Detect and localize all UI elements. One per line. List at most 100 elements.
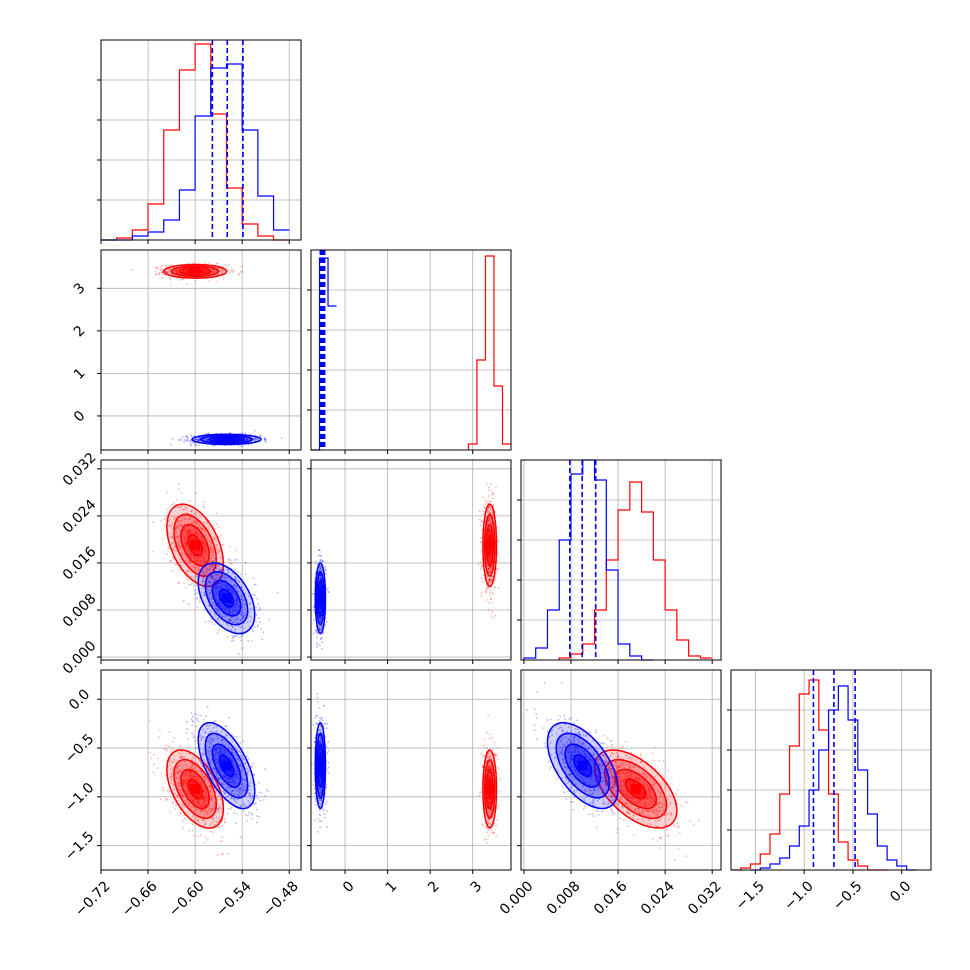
scatter-point [228, 608, 231, 610]
scatter-point [220, 569, 223, 572]
scatter-point [170, 536, 173, 539]
scatter-point [237, 599, 239, 602]
scatter-point [235, 602, 238, 605]
scatter-point [193, 527, 196, 529]
scatter-point [210, 575, 213, 578]
scatter-point [170, 782, 173, 784]
scatter-point [187, 522, 190, 525]
scatter-point [234, 578, 237, 581]
scatter-point [181, 768, 184, 771]
scatter-point [234, 628, 237, 631]
scatter-point [204, 808, 207, 810]
scatter-point [210, 564, 213, 566]
scatter-point [318, 616, 321, 619]
scatter-point [171, 522, 173, 525]
scatter-point [181, 492, 183, 495]
gridlines [311, 250, 511, 450]
scatter-point [216, 826, 219, 829]
scatter-point [201, 539, 203, 542]
scatter-point [487, 570, 490, 573]
scatter-point [175, 563, 178, 565]
scatter-point [486, 599, 488, 601]
scatter-point [199, 559, 202, 562]
density-peak-red [484, 540, 495, 551]
scatter-point [235, 606, 238, 609]
scatter-point [202, 798, 204, 801]
scatter-point [215, 438, 218, 441]
scatter-point [180, 750, 183, 753]
scatter-point [210, 763, 212, 766]
scatter-point [193, 558, 196, 560]
scatter-point [253, 438, 256, 440]
scatter-point [197, 439, 200, 442]
scatter-point [319, 574, 321, 577]
scatter-point [204, 270, 207, 272]
scatter-point [200, 564, 203, 567]
scatter-point [319, 616, 321, 619]
scatter-point [179, 756, 182, 759]
scatter-point [199, 436, 202, 439]
scatter-point [318, 627, 321, 630]
scatter-point [221, 544, 224, 547]
scatter-point [171, 273, 174, 276]
scatter-point [207, 437, 209, 440]
scatter-point [158, 736, 161, 739]
scatter-point [318, 607, 321, 610]
scatter-point [325, 621, 328, 623]
scatter-point [216, 523, 218, 525]
scatter-point [213, 564, 215, 567]
scatter-point [196, 521, 199, 524]
scatter-point [218, 582, 221, 585]
scatter-point [182, 270, 185, 273]
scatter-point [206, 811, 209, 814]
scatter-point [199, 556, 202, 558]
scatter-point [178, 776, 181, 778]
scatter-point [200, 527, 203, 530]
density-peak-red [190, 266, 201, 277]
scatter-point [187, 529, 189, 532]
scatter-point [212, 817, 215, 820]
scatter-point [210, 789, 212, 792]
scatter-point [188, 552, 190, 555]
scatter-point [206, 813, 209, 815]
scatter-point [171, 541, 174, 544]
scatter-point [227, 584, 229, 587]
scatter-point [195, 816, 198, 819]
scatter-point [191, 522, 194, 525]
scatter-point [193, 513, 196, 515]
scatter-point [217, 609, 220, 612]
scatter-point [235, 558, 238, 561]
scatter-point [492, 593, 495, 596]
scatter-point [316, 633, 319, 636]
scatter-point [214, 557, 217, 560]
scatter-point [223, 609, 226, 612]
scatter-point [240, 639, 243, 642]
scatter-point [197, 801, 200, 804]
scatter-point [212, 556, 215, 558]
scatter-point [487, 581, 490, 584]
scatter-point [195, 575, 198, 578]
scatter-point [268, 618, 271, 621]
scatter-point [480, 592, 483, 595]
scatter-point [181, 803, 184, 806]
scatter-point [198, 557, 200, 559]
scatter-point [202, 501, 205, 504]
scatter-point [168, 269, 171, 271]
scatter-point [211, 566, 213, 569]
scatter-point [254, 439, 256, 442]
scatter-point [203, 594, 206, 597]
scatter-point [214, 438, 217, 441]
scatter-point [227, 579, 229, 582]
scatter-point [193, 520, 196, 523]
scatter-point [176, 794, 179, 797]
scatter-point [319, 619, 321, 622]
scatter-point [220, 808, 223, 811]
scatter-point [212, 831, 215, 834]
scatter-point [488, 577, 491, 580]
contour-blue [211, 579, 242, 617]
scatter-point [165, 264, 168, 267]
scatter-point [229, 559, 232, 562]
scatter-point [203, 543, 206, 545]
scatter-point [190, 510, 193, 513]
scatter-point [168, 505, 171, 508]
